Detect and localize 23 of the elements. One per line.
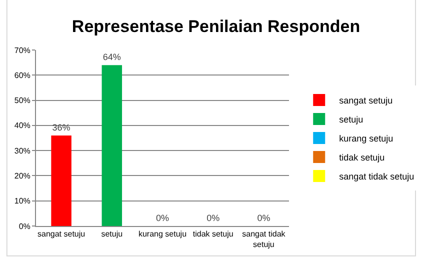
y-tick-label: 40% xyxy=(14,121,30,130)
data-label: 0% xyxy=(257,213,270,223)
legend-label: sangat setuju xyxy=(339,96,393,106)
y-tick-label: 0% xyxy=(18,222,30,231)
x-tick-label: kurang setuju xyxy=(138,230,187,239)
x-tick-label: sangat tidak setuju xyxy=(242,230,286,249)
chart-title: Representase Penilaian Responden xyxy=(72,17,360,36)
legend-label: sangat tidak setuju xyxy=(339,172,414,182)
y-tick-label: 60% xyxy=(14,70,30,80)
legend-label: setuju xyxy=(339,114,364,125)
x-tick-label: setuju xyxy=(101,230,123,239)
x-tick-label: tidak setuju xyxy=(192,230,234,239)
y-tick-label: 10% xyxy=(14,196,30,206)
legend-label: kurang setuju xyxy=(339,134,394,144)
y-tick-label: 30% xyxy=(14,146,30,156)
legend-label: tidak setuju xyxy=(339,152,385,163)
data-label: 0% xyxy=(206,213,220,223)
y-tick-label: 70% xyxy=(14,46,30,55)
data-label: 64% xyxy=(102,52,121,62)
x-tick-label: sangat setuju xyxy=(38,230,86,239)
data-label: 0% xyxy=(156,213,170,223)
y-tick-label: 20% xyxy=(14,172,30,181)
y-tick-label: 50% xyxy=(14,96,30,106)
